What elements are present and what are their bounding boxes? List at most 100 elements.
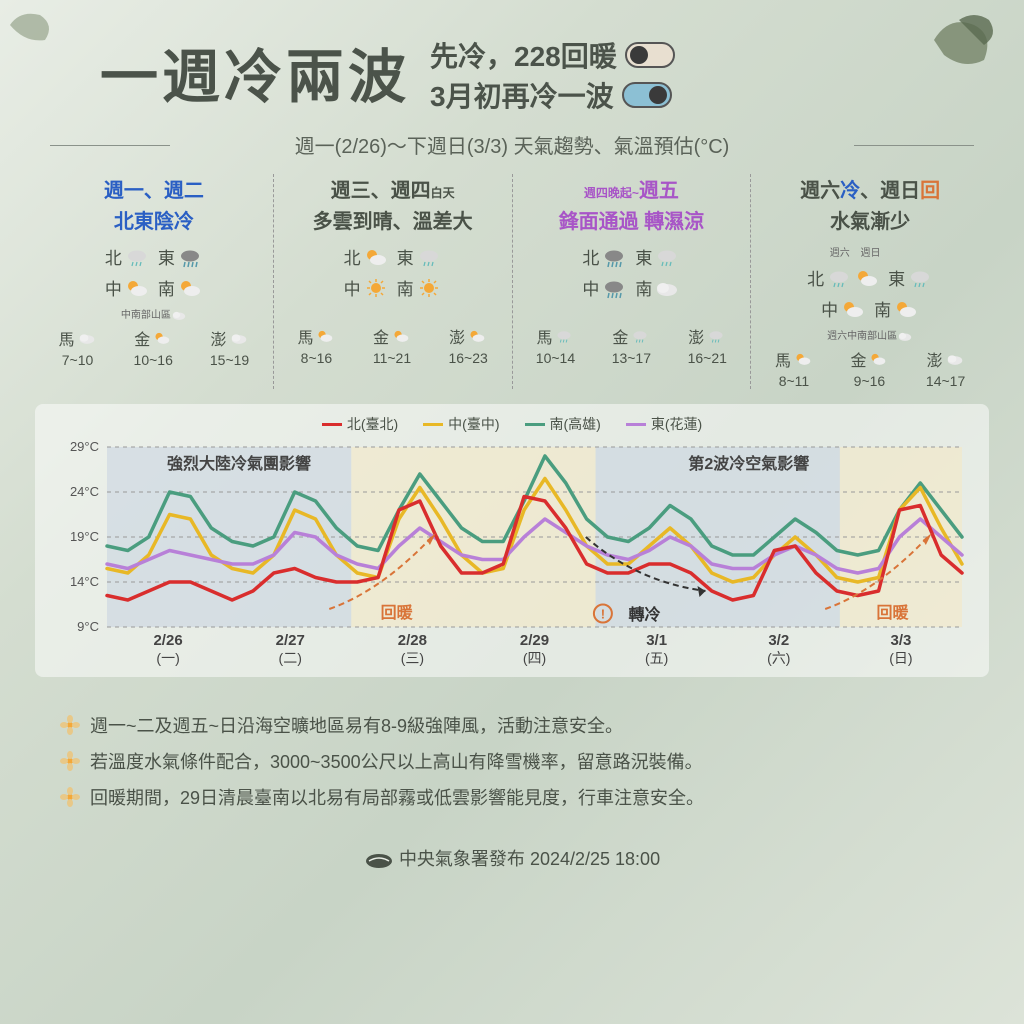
legend-item: 南(高雄): [525, 414, 601, 434]
svg-text:(一): (一): [156, 650, 179, 666]
period-3: 週六冷、週日回水氣漸少週六 週日北東中南週六中南部山區馬8~11金9~16澎14…: [751, 174, 989, 389]
region-cell: 北: [807, 265, 880, 290]
rain-icon: [907, 267, 933, 289]
cwb-logo-icon: [364, 851, 394, 871]
svg-text:19°C: 19°C: [70, 529, 99, 544]
cloud-icon: [654, 277, 680, 299]
island-cell: 澎15~19: [210, 326, 249, 368]
partsun-icon: [152, 330, 172, 346]
bullet-line: 若溫度水氣條件配合，3000~3500公尺以上高山有降雪機率，留意路況裝備。: [60, 748, 964, 774]
region-cell: 南: [635, 275, 680, 300]
period-title: 週一、週二: [40, 174, 268, 203]
sun-icon: [416, 277, 442, 299]
footer-datetime: 2024/2/25 18:00: [530, 849, 660, 869]
region-cell: 南: [874, 296, 919, 321]
bullet-line: 週一~二及週五~日沿海空曠地區易有8-9級強陣風，活動注意安全。: [60, 712, 964, 738]
svg-text:回暖: 回暖: [381, 603, 414, 622]
svg-text:強烈大陸冷氣團影響: 強烈大陸冷氣團影響: [167, 454, 311, 473]
svg-text:(四): (四): [523, 650, 546, 666]
island-cell: 馬7~10: [59, 326, 97, 368]
region-cell: 東: [635, 244, 680, 269]
chart-svg: 9°C14°C19°C24°C29°C2/26(一)2/27(二)2/28(三)…: [45, 442, 979, 672]
flower-icon: [60, 787, 80, 807]
cloud-icon: [171, 308, 187, 322]
partsun-icon: [124, 277, 150, 299]
rain-icon: [124, 246, 150, 268]
subtitle-line-2: 3月初再冷一波: [430, 75, 614, 115]
forecast-periods: 週一、週二北東陰冷北東中南中南部山區馬7~10金10~16澎15~19週三、週四…: [0, 174, 1024, 389]
region-cell: 南: [397, 275, 442, 300]
temperature-chart: 北(臺北)中(臺中)南(高雄)東(花蓮) 9°C14°C19°C24°C29°C…: [35, 404, 989, 677]
partsun-icon: [868, 351, 888, 367]
subtitle-date-range: 週一(2/26)～下週日(3/3) 天氣趨勢、氣溫預估(°C): [0, 130, 1024, 159]
cloud-icon: [77, 330, 97, 346]
subtitle-line-1: 先冷，228回暖: [430, 35, 617, 75]
legend-item: 北(臺北): [322, 414, 398, 434]
partsun-icon: [854, 267, 880, 289]
rain-icon: [554, 328, 574, 344]
cloud-icon: [229, 330, 249, 346]
cloud-icon: [945, 351, 965, 367]
svg-text:14°C: 14°C: [70, 574, 99, 589]
region-cell: 北: [344, 244, 389, 269]
region-cell: 北: [582, 244, 627, 269]
island-cell: 馬8~16: [297, 324, 335, 366]
title-sub: 先冷，228回暖 3月初再冷一波: [430, 35, 675, 115]
svg-text:(日): (日): [889, 650, 912, 666]
period-title: 週三、週四白天: [279, 174, 507, 203]
svg-text:(三): (三): [401, 650, 424, 666]
svg-text:2/26: 2/26: [153, 632, 182, 649]
period-title: 週四晚起~週五: [518, 174, 746, 203]
partsun-icon: [391, 328, 411, 344]
heavyrain-icon: [177, 246, 203, 268]
region-cell: 東: [397, 244, 442, 269]
footer: 中央氣象署發布 2024/2/25 18:00: [0, 845, 1024, 871]
rain-icon: [706, 328, 726, 344]
partsun-icon: [840, 298, 866, 320]
heavyrain-icon: [601, 246, 627, 268]
island-cell: 金11~21: [373, 324, 411, 366]
region-cell: 中: [582, 275, 627, 300]
svg-text:回暖: 回暖: [877, 603, 910, 622]
island-cell: 馬8~11: [775, 347, 813, 389]
period-title: 週六冷、週日回: [756, 174, 984, 203]
legend-item: 東(花蓮): [626, 414, 702, 434]
period-2: 週四晚起~週五鋒面通過 轉濕涼北東中南馬10~14 金13~17 澎16~21: [513, 174, 752, 389]
rain-icon: [654, 246, 680, 268]
svg-text:3/3: 3/3: [890, 632, 911, 649]
partsun-icon: [177, 277, 203, 299]
region-cell: 東: [158, 244, 203, 269]
footer-publisher: 中央氣象署發布: [399, 849, 525, 869]
period-subtitle: 北東陰冷: [40, 205, 268, 234]
island-cell: 金9~16: [850, 347, 888, 389]
toggle-off-icon: [625, 42, 675, 68]
partsun-icon: [893, 298, 919, 320]
leaf-decoration-tl: [5, 5, 65, 45]
island-cell: 金13~17: [612, 324, 651, 366]
leaf-decoration-tr: [924, 10, 1004, 80]
svg-text:2/27: 2/27: [276, 632, 305, 649]
title-main: 一週冷兩波: [100, 30, 410, 114]
flower-icon: [60, 715, 80, 735]
island-cell: 澎16~21: [688, 324, 727, 366]
rain-icon: [630, 328, 650, 344]
partsun-icon: [363, 246, 389, 268]
partsun-icon: [315, 328, 335, 344]
svg-text:2/28: 2/28: [398, 632, 427, 649]
heavyrain-icon: [601, 277, 627, 299]
partsun-icon: [467, 328, 487, 344]
island-cell: 澎14~17: [926, 347, 965, 389]
svg-text:3/1: 3/1: [646, 632, 667, 649]
region-cell: 南: [158, 275, 203, 300]
region-cell: 北: [105, 244, 150, 269]
region-cell: 中: [821, 296, 866, 321]
svg-text:24°C: 24°C: [70, 484, 99, 499]
rain-icon: [416, 246, 442, 268]
period-subtitle: 鋒面通過 轉濕涼: [518, 205, 746, 234]
island-cell: 金10~16: [134, 326, 173, 368]
region-note: 中南部山區: [40, 306, 268, 322]
period-subtitle: 多雲到晴、溫差大: [279, 205, 507, 234]
svg-text:轉冷: 轉冷: [629, 605, 661, 624]
island-cell: 澎16~23: [448, 324, 487, 366]
island-cell: 馬10~14: [536, 324, 575, 366]
